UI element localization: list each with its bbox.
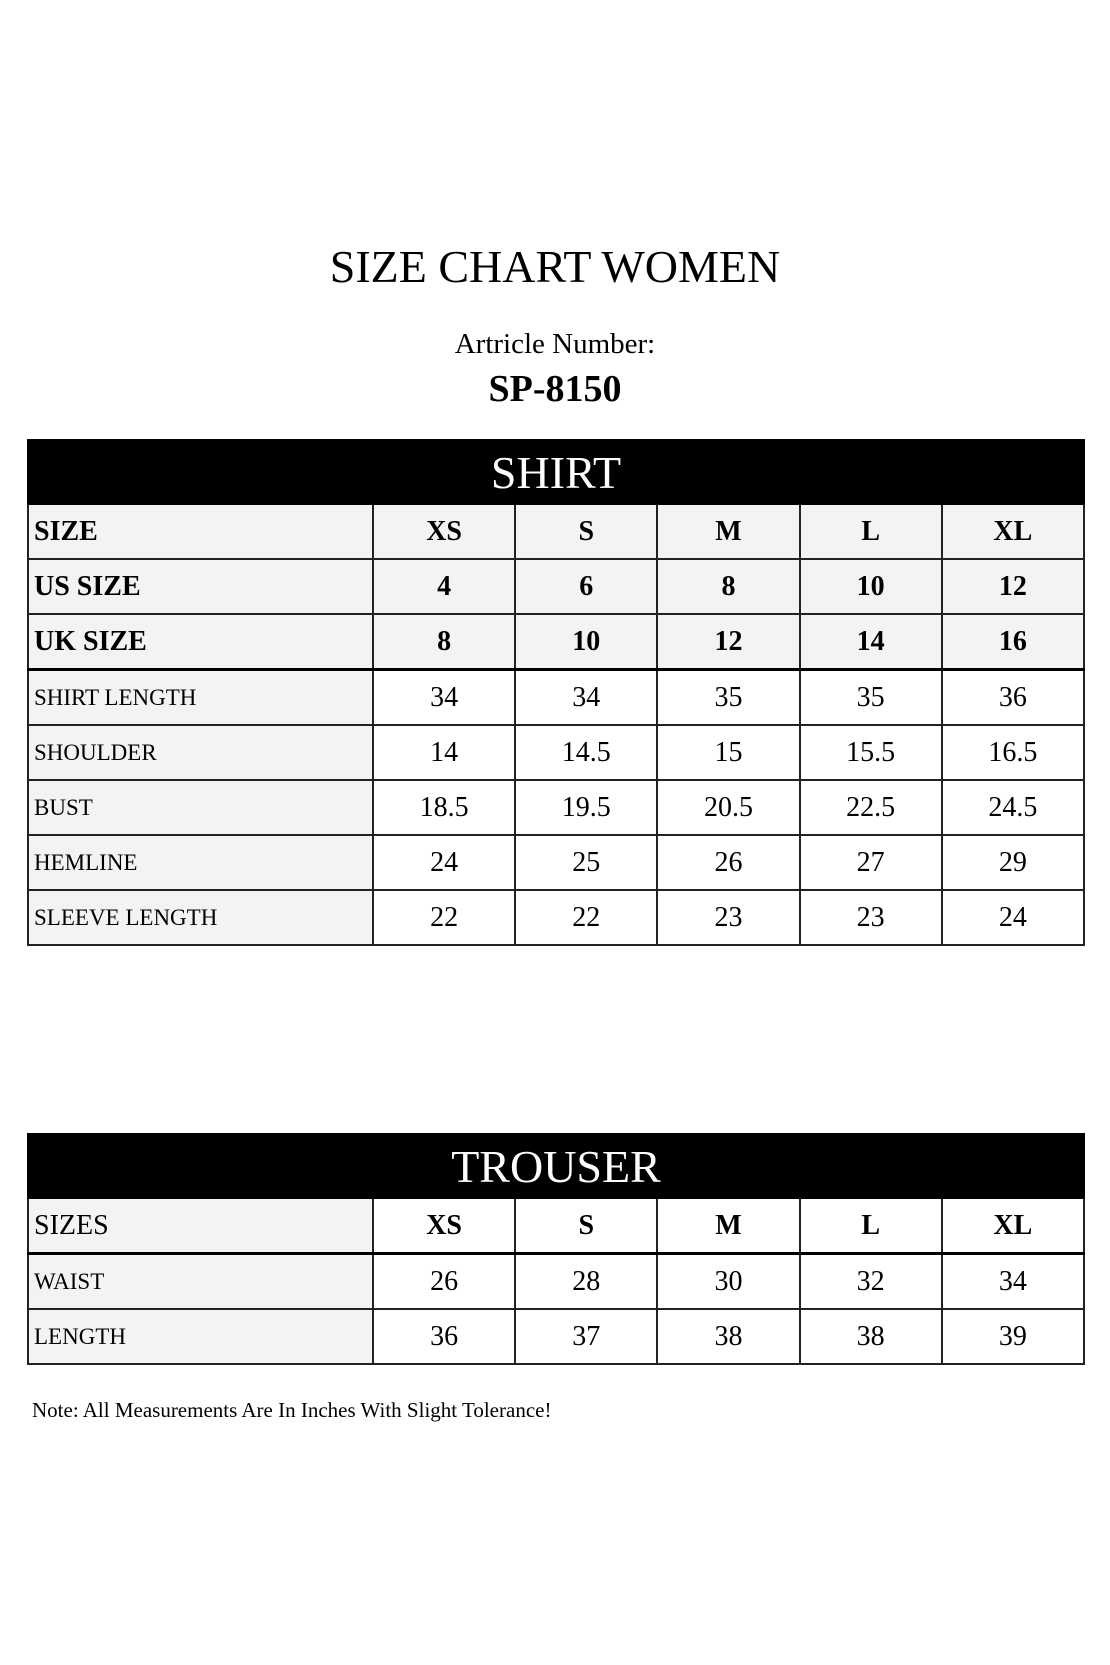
measurement-note: Note: All Measurements Are In Inches Wit… (32, 1398, 552, 1422)
row-label: US SIZE (27, 558, 374, 615)
table-cell: 15.5 (798, 724, 943, 781)
table-cell: 22.5 (798, 779, 943, 836)
table-cell: 6 (514, 558, 659, 615)
table-row: UK SIZE 8 10 12 14 16 (27, 613, 1086, 671)
row-label: UK SIZE (27, 613, 374, 671)
row-label: SHIRT LENGTH (27, 668, 374, 726)
shirt-size-table: SHIRT SIZE XS S M L XL US SIZE 4 6 8 10 12 UK SIZE 8 1… (27, 439, 1086, 946)
table-cell: 24 (371, 834, 517, 891)
table-row: SIZE XS S M L XL (27, 503, 1086, 560)
table-cell: 10 (798, 558, 943, 615)
table-cell: 35 (656, 668, 801, 726)
trouser-size-table: TROUSER SIZES XS S M L XL WAIST 26 28 30 32 34 LENGT… (27, 1133, 1086, 1365)
table-cell: XL (940, 1197, 1086, 1255)
table-cell: 35 (798, 668, 943, 726)
table-cell: 14 (798, 613, 943, 671)
article-number-label: Artricle Number: (454, 328, 656, 360)
table-cell: 14 (371, 724, 517, 781)
table-cell: 12 (940, 558, 1086, 615)
table-cell: 37 (514, 1308, 659, 1365)
shirt-heading: SHIRT (27, 439, 1085, 505)
table-cell: 38 (656, 1308, 801, 1365)
table-cell: 39 (940, 1308, 1086, 1365)
row-label: HEMLINE (27, 834, 374, 891)
table-cell: 8 (656, 558, 801, 615)
row-label: SHOULDER (27, 724, 374, 781)
table-cell: 22 (514, 889, 659, 946)
table-cell: 29 (940, 834, 1086, 891)
table-row: SLEEVE LENGTH 22 22 23 23 24 (27, 889, 1086, 946)
row-label: SIZES (27, 1197, 374, 1255)
table-cell: 26 (371, 1252, 517, 1310)
table-row: HEMLINE 24 25 26 27 29 (27, 834, 1086, 891)
table-cell: 24 (940, 889, 1086, 946)
row-label: BUST (27, 779, 374, 836)
table-cell: 34 (371, 668, 517, 726)
table-cell: L (798, 1197, 943, 1255)
table-cell: 12 (656, 613, 801, 671)
table-cell: 34 (514, 668, 659, 726)
table-cell: XS (371, 1197, 517, 1255)
table-cell: 36 (940, 668, 1086, 726)
table-row: WAIST 26 28 30 32 34 (27, 1252, 1086, 1310)
table-row: LENGTH 36 37 38 38 39 (27, 1308, 1086, 1365)
table-cell: XL (940, 503, 1086, 560)
trouser-heading: TROUSER (27, 1133, 1085, 1199)
row-label: WAIST (27, 1252, 374, 1310)
table-row: SHOULDER 14 14.5 15 15.5 16.5 (27, 724, 1086, 781)
table-cell: 19.5 (514, 779, 659, 836)
row-label: LENGTH (27, 1308, 374, 1365)
table-cell: 26 (656, 834, 801, 891)
table-cell: S (514, 1197, 659, 1255)
table-cell: 23 (656, 889, 801, 946)
table-cell: 24.5 (940, 779, 1086, 836)
table-cell: 15 (656, 724, 801, 781)
page-title: SIZE CHART WOMEN (329, 241, 781, 292)
row-label: SIZE (27, 503, 374, 560)
table-cell: 22 (371, 889, 517, 946)
table-cell: 18.5 (371, 779, 517, 836)
table-cell: 30 (656, 1252, 801, 1310)
table-cell: L (798, 503, 943, 560)
table-cell: 38 (798, 1308, 943, 1365)
table-cell: 10 (514, 613, 659, 671)
table-cell: 16 (940, 613, 1086, 671)
table-row: SHIRT LENGTH 34 34 35 35 36 (27, 668, 1086, 726)
table-cell: 23 (798, 889, 943, 946)
row-label: SLEEVE LENGTH (27, 889, 374, 946)
table-cell: 25 (514, 834, 659, 891)
table-cell: S (514, 503, 659, 560)
table-cell: 14.5 (514, 724, 659, 781)
table-cell: 34 (940, 1252, 1086, 1310)
table-row: SIZES XS S M L XL (27, 1197, 1086, 1255)
table-cell: 8 (371, 613, 517, 671)
table-row: BUST 18.5 19.5 20.5 22.5 24.5 (27, 779, 1086, 836)
table-cell: 4 (371, 558, 517, 615)
table-cell: 20.5 (656, 779, 801, 836)
table-cell: M (656, 1197, 801, 1255)
table-cell: M (656, 503, 801, 560)
table-cell: 32 (798, 1252, 943, 1310)
table-cell: 36 (371, 1308, 517, 1365)
table-cell: 16.5 (940, 724, 1086, 781)
table-row: US SIZE 4 6 8 10 12 (27, 558, 1086, 615)
table-cell: 27 (798, 834, 943, 891)
table-cell: 28 (514, 1252, 659, 1310)
article-number: SP-8150 (488, 368, 622, 410)
table-cell: XS (371, 503, 517, 560)
